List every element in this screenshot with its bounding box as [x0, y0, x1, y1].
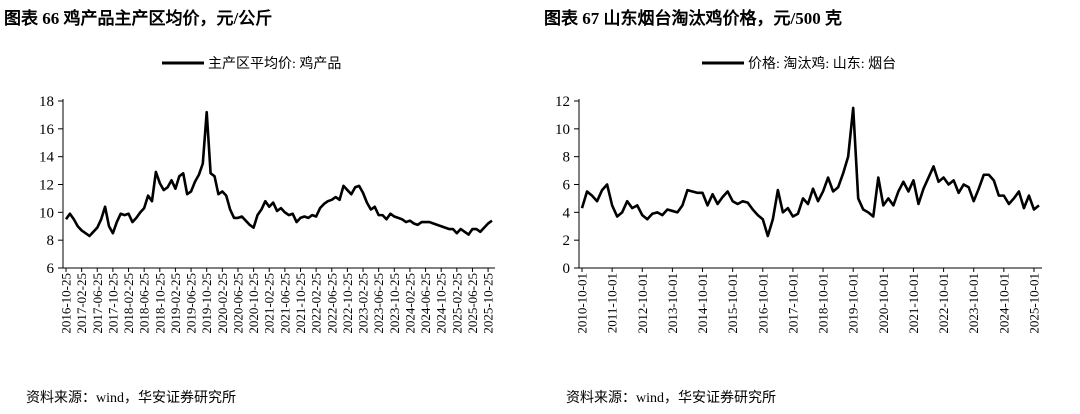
x-tick-label: 2019-02-25	[168, 273, 183, 334]
x-tick-label: 2020-06-25	[230, 273, 245, 334]
x-tick-label: 2015-10-01	[725, 273, 740, 334]
x-tick-label: 2021-06-25	[277, 273, 292, 334]
y-tick-label: 12	[555, 94, 570, 110]
x-tick-label: 2017-10-01	[785, 273, 800, 334]
x-tick-label: 2024-10-01	[996, 273, 1011, 334]
x-tick-label: 2025-10-25	[481, 273, 496, 334]
x-tick-label: 2025-06-25	[465, 273, 480, 334]
y-tick-label: 6	[47, 261, 55, 277]
x-tick-label: 2022-10-01	[936, 273, 951, 334]
y-tick-label: 10	[555, 122, 570, 138]
x-tick-label: 2024-06-25	[418, 273, 433, 334]
x-tick-label: 2014-10-01	[695, 273, 710, 334]
y-tick-label: 16	[39, 122, 55, 138]
x-tick-label: 2019-06-25	[184, 273, 199, 334]
y-tick-label: 4	[563, 205, 571, 221]
chart-title: 图表 66 鸡产品主产区均价，元/公斤	[4, 8, 272, 28]
x-tick-label: 2022-10-25	[340, 273, 355, 334]
y-tick-label: 18	[39, 94, 54, 110]
x-tick-label: 2025-02-25	[449, 273, 464, 334]
x-tick-label: 2022-02-25	[309, 273, 324, 334]
x-tick-label: 2021-10-01	[906, 273, 921, 334]
y-tick-label: 0	[563, 261, 571, 277]
x-tick-label: 2019-10-01	[846, 273, 861, 334]
x-tick-label: 2020-10-25	[246, 273, 261, 334]
x-tick-label: 2017-10-25	[105, 273, 120, 334]
x-tick-label: 2020-10-01	[876, 273, 891, 334]
x-tick-label: 2018-06-25	[137, 273, 152, 334]
x-tick-label: 2021-10-25	[293, 273, 308, 334]
y-tick-label: 12	[39, 178, 54, 194]
x-tick-label: 2024-02-25	[402, 273, 417, 334]
x-tick-label: 2019-10-25	[199, 273, 214, 334]
chart-title: 图表 67 山东烟台淘汰鸡价格，元/500 克	[544, 8, 842, 28]
y-tick-label: 6	[563, 178, 571, 194]
x-tick-label: 2023-10-01	[966, 273, 981, 334]
y-tick-label: 8	[563, 150, 571, 166]
x-tick-label: 2023-06-25	[371, 273, 386, 334]
x-tick-label: 2016-10-25	[59, 273, 74, 334]
x-tick-label: 2010-10-01	[575, 273, 590, 334]
x-tick-label: 2021-02-25	[262, 273, 277, 334]
source-note: 资料来源：wind，华安证券研究所	[566, 390, 776, 406]
x-tick-label: 2022-06-25	[324, 273, 339, 334]
y-tick-label: 10	[39, 205, 54, 221]
x-tick-label: 2018-02-25	[121, 273, 136, 334]
legend-label: 价格: 淘汰鸡: 山东: 烟台	[748, 55, 896, 72]
data-line	[580, 106, 1040, 238]
y-tick-label: 14	[39, 150, 55, 166]
x-tick-label: 2013-10-01	[665, 273, 680, 334]
y-tick-label: 2	[563, 233, 571, 249]
x-tick-label: 2011-10-01	[605, 273, 620, 333]
y-tick-label: 8	[47, 233, 55, 249]
x-tick-label: 2020-02-25	[215, 273, 230, 334]
x-tick-label: 2016-10-01	[755, 273, 770, 334]
x-tick-label: 2012-10-01	[635, 273, 650, 334]
x-tick-label: 2023-02-25	[356, 273, 371, 334]
x-tick-label: 2025-10-01	[1026, 273, 1041, 334]
source-note: 资料来源：wind，华安证券研究所	[26, 390, 236, 406]
data-line	[64, 110, 493, 238]
x-tick-label: 2024-10-25	[434, 273, 449, 334]
x-tick-label: 2017-06-25	[90, 273, 105, 334]
x-tick-label: 2023-10-25	[387, 273, 402, 334]
x-tick-label: 2018-10-01	[816, 273, 831, 334]
legend-label: 主产区平均价: 鸡产品	[208, 55, 341, 72]
x-tick-label: 2018-10-25	[152, 273, 167, 334]
x-tick-label: 2017-02-25	[74, 273, 89, 334]
